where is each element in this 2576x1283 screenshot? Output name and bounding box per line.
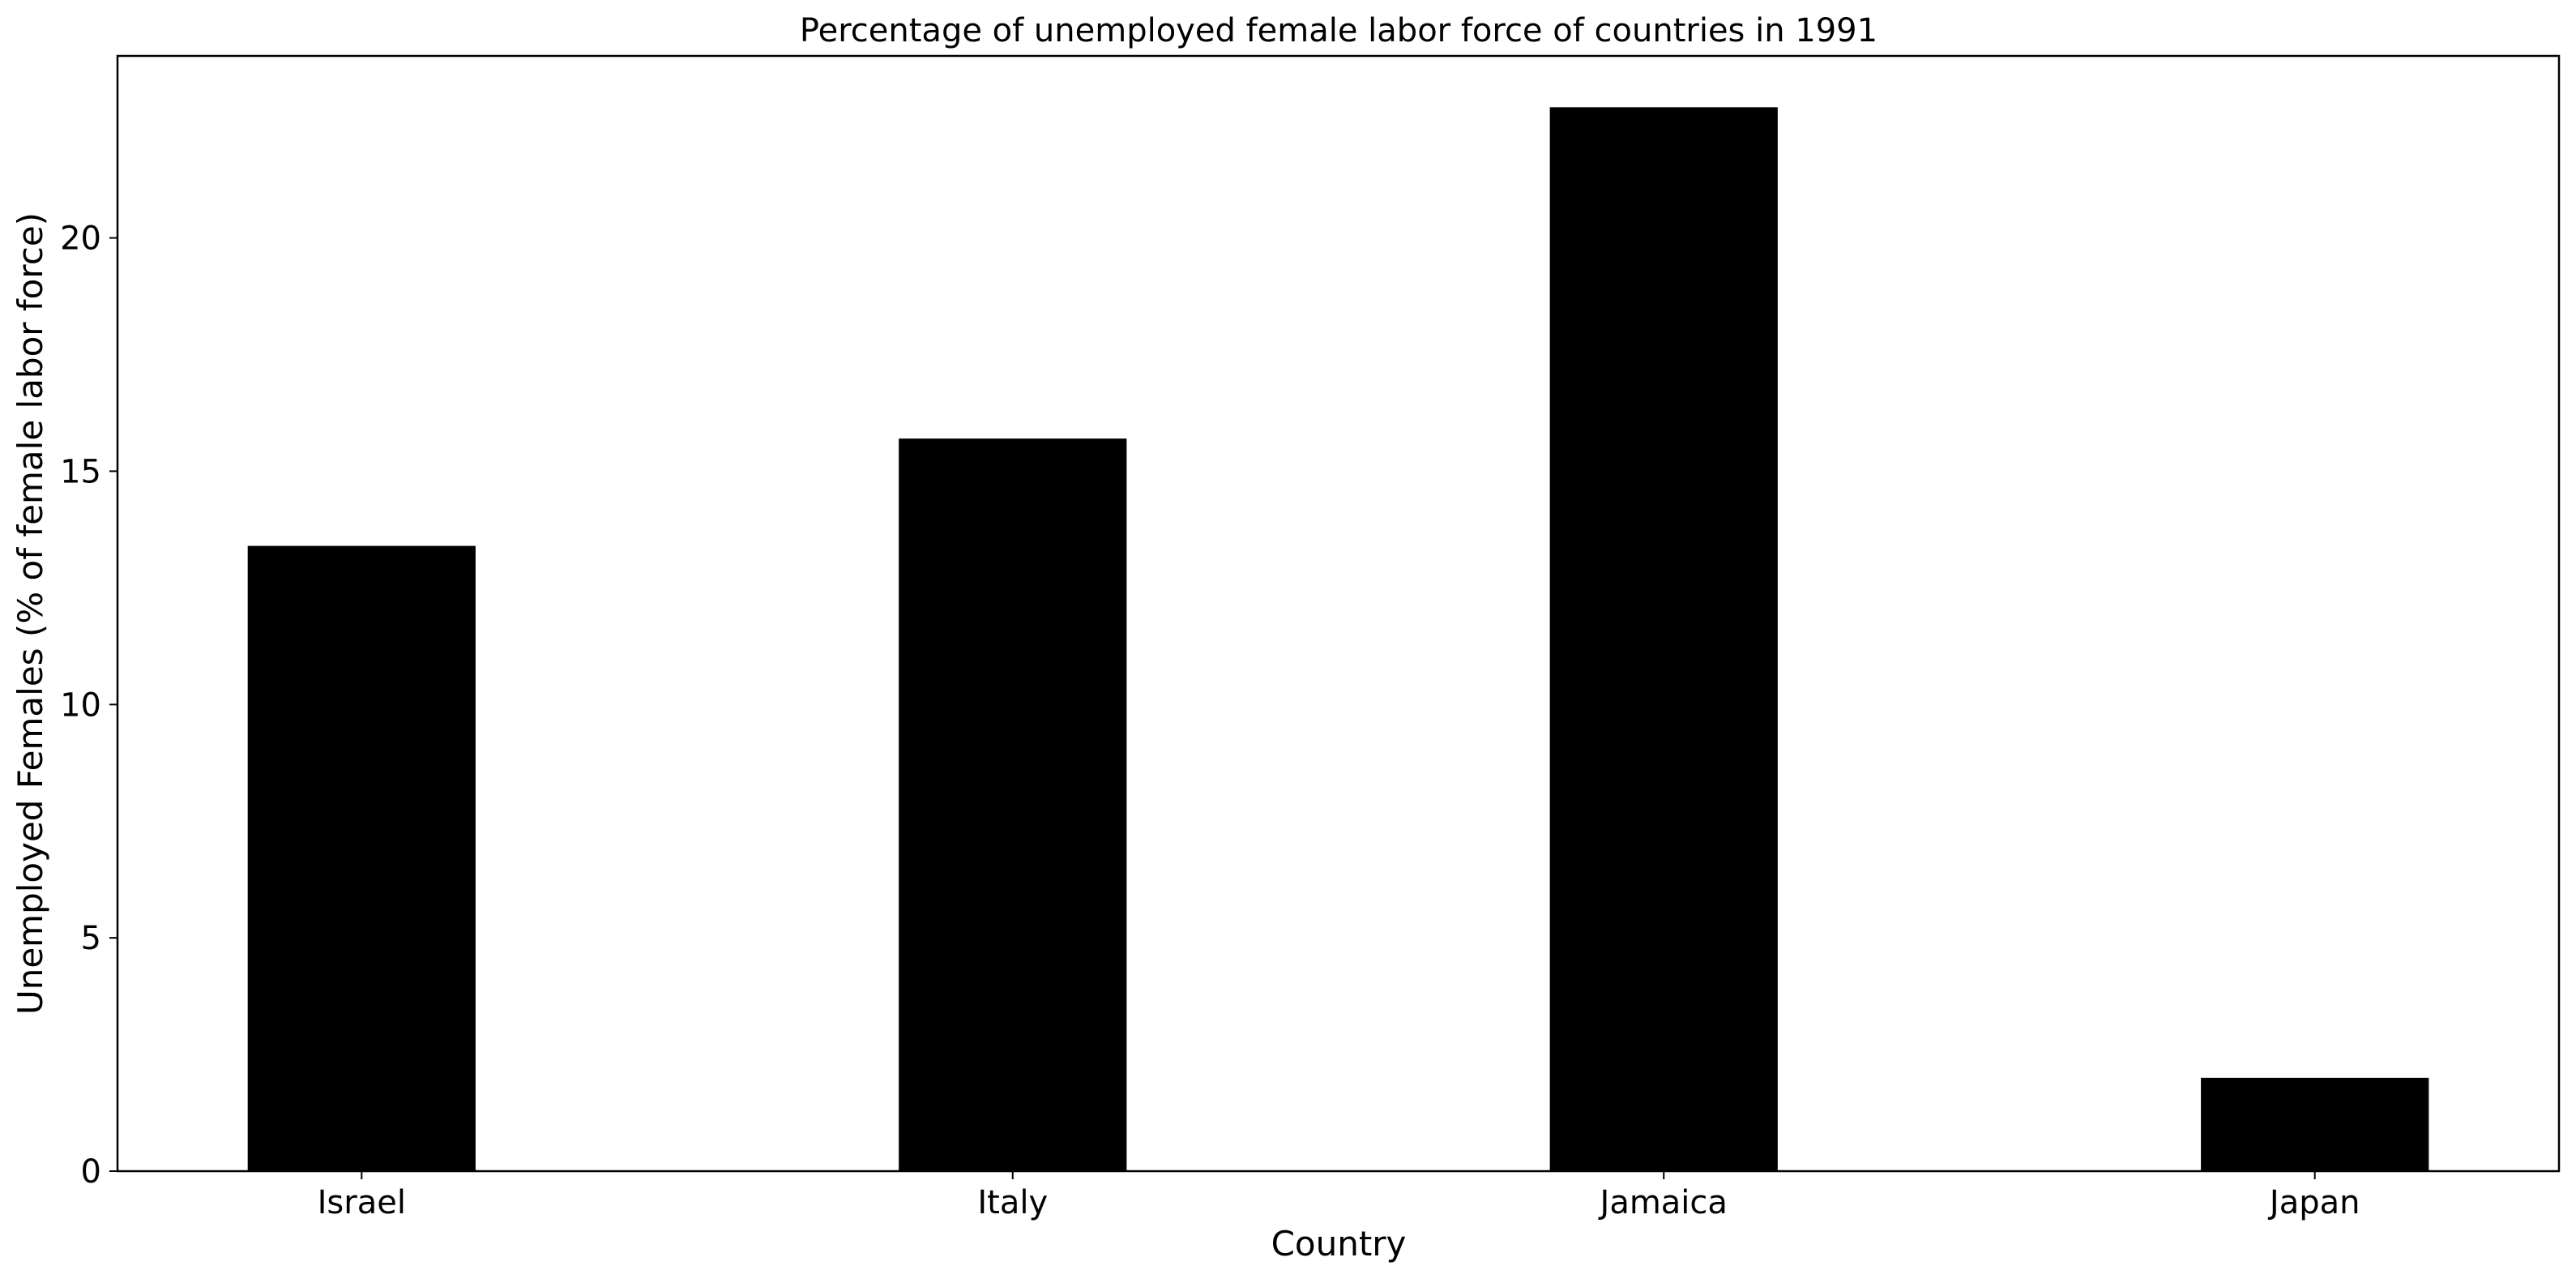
plot-area-frame bbox=[116, 54, 2561, 1173]
bar-italy bbox=[899, 438, 1127, 1171]
chart-title: Percentage of unemployed female labor fo… bbox=[800, 12, 1878, 49]
x-axis-ticks: Israel Italy Jamaica Japan bbox=[318, 1171, 2360, 1221]
y-tick-label: 15 bbox=[60, 453, 101, 490]
x-tick-label: Jamaica bbox=[1598, 1184, 1728, 1221]
bar-israel bbox=[247, 545, 476, 1171]
bars-layer bbox=[247, 107, 2429, 1171]
x-axis-label: Country bbox=[1271, 1224, 1407, 1264]
x-tick-label: Japan bbox=[2267, 1184, 2360, 1221]
y-axis-label: Unemployed Females (% of female labor fo… bbox=[11, 212, 50, 1015]
y-tick-label: 10 bbox=[60, 686, 101, 724]
bar-jamaica bbox=[1549, 107, 1778, 1171]
x-tick-label: Israel bbox=[318, 1184, 406, 1221]
y-tick-label: 0 bbox=[81, 1153, 101, 1191]
y-tick-label: 20 bbox=[60, 220, 101, 258]
bar-japan bbox=[2201, 1077, 2429, 1171]
y-axis-ticks: 0 5 10 15 20 bbox=[60, 220, 117, 1191]
x-tick-label: Italy bbox=[977, 1184, 1048, 1221]
y-tick-label: 5 bbox=[81, 920, 101, 957]
